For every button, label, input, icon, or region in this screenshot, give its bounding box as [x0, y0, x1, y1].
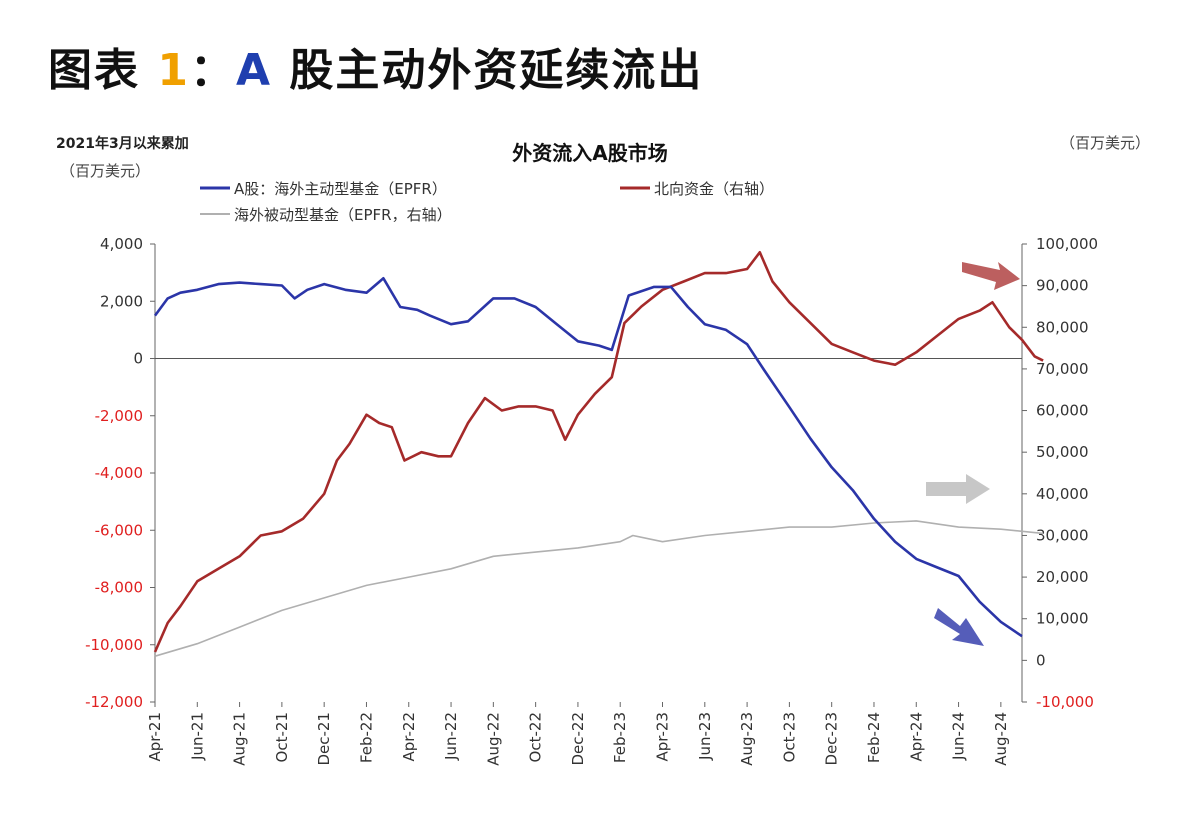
heading-prefix: 图表: [48, 45, 158, 96]
left-tick-label: 0: [133, 350, 143, 368]
legend: A股：海外主动型基金（EPFR） 北向资金（右轴） 海外被动型基金（EPFR，右…: [200, 180, 774, 224]
legend-item-active-funds: A股：海外主动型基金（EPFR）: [200, 180, 447, 198]
x-tick-label: Feb-22: [357, 712, 375, 763]
legend-item-northbound: 北向资金（右轴）: [620, 180, 774, 198]
right-axis-label: （百万美元）: [1060, 134, 1150, 152]
arrow-up-right-red-icon: [962, 262, 1020, 290]
heading-colon: ：: [189, 45, 236, 96]
right-tick-label: 10,000: [1036, 610, 1089, 628]
left-tick-label: 4,000: [100, 235, 143, 253]
arrow-down-right-blue-icon: [934, 608, 984, 646]
x-tick-label: Oct-21: [273, 712, 291, 762]
x-tick-label: Dec-21: [315, 712, 333, 766]
right-tick-label: 100,000: [1036, 235, 1098, 253]
series-lines: [153, 251, 1044, 657]
legend-item-passive-funds: 海外被动型基金（EPFR，右轴）: [200, 206, 452, 224]
right-tick-label: 0: [1036, 651, 1046, 669]
axes: 4,000 2,000 0 -2,000 -4,000 -6,000 -8,000 -10,0…: [85, 235, 1098, 766]
x-tick-label: Aug-21: [231, 712, 249, 766]
right-tick-label: 70,000: [1036, 360, 1089, 378]
left-tick-label: -8,000: [95, 579, 143, 597]
left-tick-label: -4,000: [95, 464, 143, 482]
x-tick-label: Aug-23: [738, 712, 756, 766]
x-tick-label: Feb-24: [865, 712, 883, 763]
left-axis-label-2: （百万美元）: [60, 162, 150, 180]
left-tick-label: -10,000: [85, 636, 143, 654]
left-tick-label: -12,000: [85, 693, 143, 711]
right-tick-label: -10,000: [1036, 693, 1094, 711]
legend-label-northbound: 北向资金（右轴）: [654, 180, 774, 198]
legend-label-active-funds: A股：海外主动型基金（EPFR）: [234, 180, 447, 198]
trend-arrows: [926, 262, 1020, 646]
x-tick-label: Jun-22: [442, 712, 460, 761]
x-tick-label: Apr-23: [654, 712, 672, 762]
arrow-right-gray-icon: [926, 474, 990, 504]
figure-heading: 图表 1：A 股主动外资延续流出: [48, 34, 703, 98]
x-tick-label: Jun-23: [696, 712, 714, 761]
x-tick-label: Feb-23: [611, 712, 629, 763]
chart-title: 外资流入A股市场: [512, 141, 667, 165]
x-tick-label: Dec-23: [823, 712, 841, 766]
left-tick-label: -2,000: [95, 407, 143, 425]
legend-label-passive-funds: 海外被动型基金（EPFR，右轴）: [234, 206, 452, 224]
left-axis-label-1: 2021年3月以来累加: [56, 135, 189, 152]
heading-letter: A: [235, 45, 273, 96]
x-tick-label: Aug-22: [484, 712, 502, 766]
x-tick-label: Apr-22: [400, 712, 418, 762]
x-tick-label: Oct-22: [527, 712, 545, 762]
heading-number: 1: [157, 45, 190, 96]
right-tick-label: 90,000: [1036, 277, 1089, 295]
x-tick-label: Apr-21: [146, 712, 164, 762]
right-tick-label: 40,000: [1036, 485, 1089, 503]
right-tick-label: 60,000: [1036, 402, 1089, 420]
x-tick-label: Oct-23: [780, 712, 798, 762]
heading-rest: 股主动外资延续流出: [272, 45, 704, 96]
x-tick-label: Jun-21: [188, 712, 206, 761]
x-tick-label: Jun-24: [950, 712, 968, 761]
right-tick-label: 50,000: [1036, 443, 1089, 461]
left-tick-label: 2,000: [100, 292, 143, 310]
x-tick-label: Apr-24: [907, 712, 925, 762]
series-line-northbound: [153, 251, 1044, 653]
series-line-passive-funds: [154, 520, 1044, 657]
x-tick-label: Dec-22: [569, 712, 587, 766]
right-tick-label: 20,000: [1036, 568, 1089, 586]
left-tick-label: -6,000: [95, 521, 143, 539]
right-tick-label: 80,000: [1036, 318, 1089, 336]
series-line-active-funds: [153, 276, 1023, 638]
x-tick-label: Aug-24: [992, 712, 1010, 766]
right-tick-label: 30,000: [1036, 526, 1089, 544]
